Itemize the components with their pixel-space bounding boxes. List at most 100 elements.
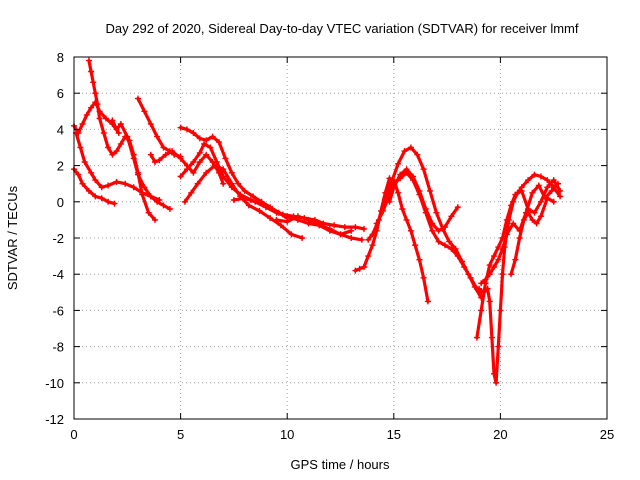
data-point-marker [316,222,323,229]
data-point-marker [196,149,203,156]
data-point-marker [85,57,92,64]
y-tick-label: 6 [57,86,64,101]
data-point-marker [256,207,263,214]
x-tick-label: 25 [600,427,614,442]
data-point-marker [220,173,227,180]
series-trace [375,171,483,294]
series-arc-2 [71,166,118,207]
data-point-marker [427,187,433,194]
data-point-marker [152,216,158,223]
data-point-marker [503,216,510,223]
data-point-marker [550,198,557,205]
data-point-marker [147,121,154,127]
data-point-marker [467,274,474,281]
data-point-marker [518,187,525,194]
data-point-marker [435,238,442,245]
data-point-marker [512,256,519,263]
data-point-marker [98,195,105,202]
chart-title: Day 292 of 2020, Sidereal Day-to-day VTE… [106,21,579,36]
data-point-marker [213,159,220,165]
data-point-marker [531,171,538,178]
data-point-marker [491,264,497,270]
data-point-marker [145,209,152,216]
data-point-marker [386,191,393,198]
data-point-marker [92,90,99,97]
data-point-marker [493,379,500,386]
data-point-marker [190,130,197,136]
data-point-marker [429,227,436,234]
data-point-marker [548,187,555,194]
data-point-marker [203,151,210,158]
data-point-marker [416,256,423,263]
data-point-marker [160,144,167,151]
data-point-marker [75,171,82,178]
axis-ticks: 0 5 10 15 20 25 -12 -10 -8 -6 -4 -2 0 2 4 6 8 [45,50,614,442]
data-point-marker [399,206,406,212]
series-arc-20 [508,195,557,278]
data-point-marker [92,177,99,184]
data-point-marker [220,166,227,173]
data-point-marker [544,177,551,184]
data-point-marker [341,224,348,231]
plot-frame [73,56,608,420]
data-point-marker [235,180,242,187]
y-tick-label: 8 [57,50,64,65]
data-point-marker [305,216,312,223]
data-point-marker [135,95,141,102]
data-point-marker [422,209,429,216]
data-point-marker [230,197,237,203]
data-point-marker [273,216,280,223]
series-arc-12 [273,213,355,238]
data-point-marker [403,216,410,223]
data-point-marker [211,162,218,169]
data-point-marker [448,245,455,252]
data-point-marker [510,220,517,227]
data-point-marker [177,155,184,162]
data-point-marker [94,101,101,108]
data-point-marker [512,191,519,198]
series-trace [366,145,483,300]
x-axis-label: GPS time / hours [291,457,390,472]
data-point-marker [92,193,99,200]
data-point-marker [250,193,257,200]
series-arc-19 [473,177,564,341]
data-point-marker [537,198,544,205]
data-point-marker [81,159,88,165]
y-tick-label: -6 [52,303,64,318]
data-point-marker [442,224,448,231]
data-point-marker [433,209,440,216]
data-point-marker [497,307,504,314]
data-point-marker [525,177,532,184]
data-point-marker [420,166,427,173]
y-tick-label: -12 [45,412,64,427]
data-point-marker [105,182,112,189]
series-trace [183,164,304,240]
data-point-marker [410,177,416,184]
data-point-marker [352,267,359,274]
data-point-marker [407,144,414,151]
data-point-marker [228,180,235,187]
data-point-marker [401,148,408,155]
data-point-marker [203,137,210,144]
data-point-marker [207,144,214,151]
series-arc-10 [181,162,306,241]
data-point-marker [495,343,502,350]
data-point-marker [390,180,397,187]
data-point-marker [196,135,203,142]
x-tick-label: 0 [70,427,77,442]
data-point-marker [196,159,203,165]
data-point-marker [442,242,448,249]
data-point-marker [557,187,564,194]
data-point-marker [79,121,86,127]
data-point-marker [241,195,248,202]
data-point-marker [414,151,421,158]
data-point-marker [537,173,544,180]
y-tick-label: -2 [52,231,64,246]
data-point-marker [160,202,167,209]
data-point-marker [105,198,112,205]
y-tick-label: -4 [52,267,64,282]
data-point-marker [188,189,195,196]
data-point-marker [156,157,163,164]
data-point-marker [130,184,137,191]
